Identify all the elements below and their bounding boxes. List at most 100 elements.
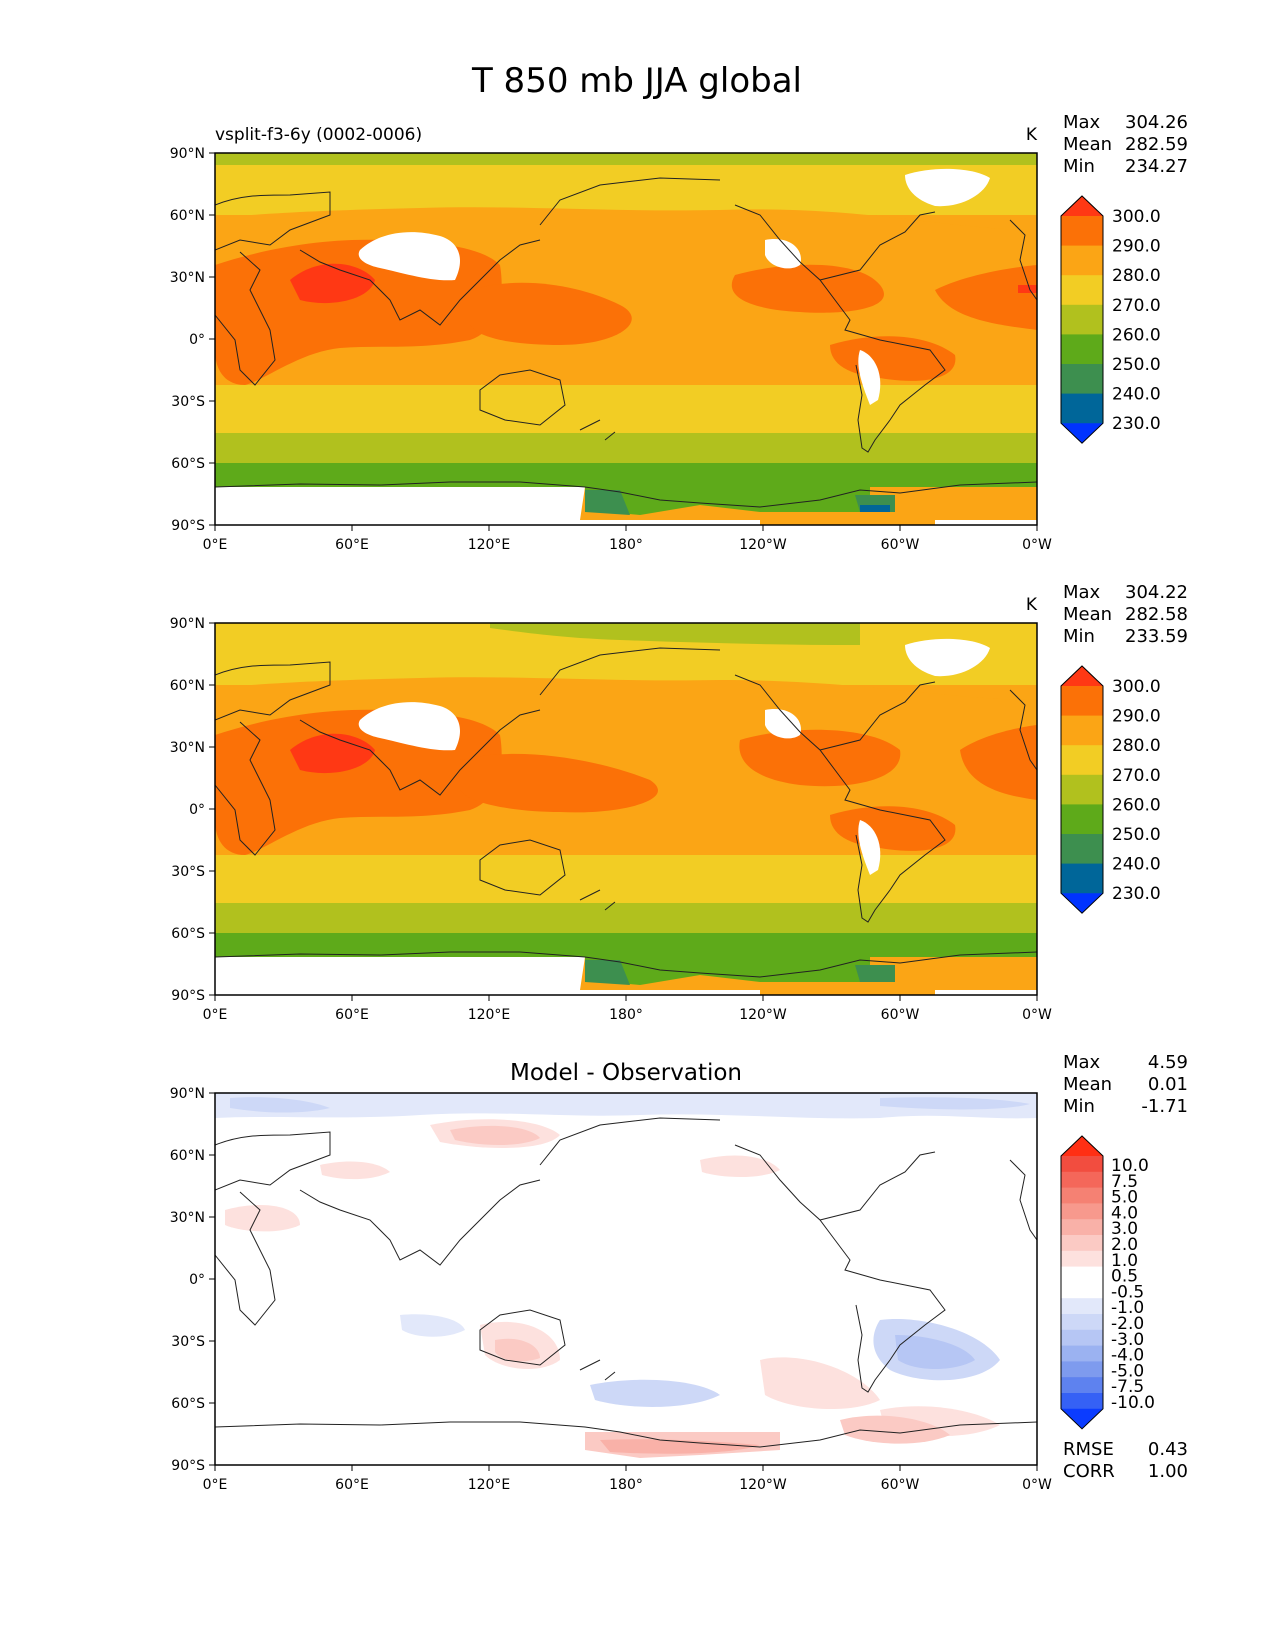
colorbar-extend-top xyxy=(1061,196,1103,216)
lon-tick-label: 0°W xyxy=(1022,1007,1052,1023)
colorbar-segment xyxy=(1061,1219,1103,1236)
colorbar-segment xyxy=(1061,686,1103,717)
no-data-antarctica xyxy=(215,1457,760,1465)
stat-label: Mean xyxy=(1063,604,1112,625)
lat-tick-label: 60°S xyxy=(171,456,205,472)
colorbar-segment xyxy=(1061,1329,1103,1347)
colorbar-label: 290.0 xyxy=(1112,707,1161,727)
colorbar-outline xyxy=(1060,195,1104,444)
stat-label: Max xyxy=(1063,112,1101,133)
colorbar-label: -4.0 xyxy=(1111,1346,1144,1366)
band-southern-ocean xyxy=(215,463,1037,487)
lon-tick-label: 60°W xyxy=(881,537,920,553)
band-sh-subtropics xyxy=(215,855,1037,903)
no-data-antarctica-east xyxy=(935,520,1037,525)
colorbar-label: -7.5 xyxy=(1111,1377,1144,1397)
warm-region-nepac xyxy=(731,264,884,313)
no-data-antarctica-east xyxy=(935,990,1037,995)
lon-tick-label: 180° xyxy=(609,1007,643,1023)
colorbar-segment xyxy=(1061,1171,1103,1189)
colorbar-label: 270.0 xyxy=(1112,766,1161,786)
band-sh-subtropics xyxy=(215,385,1037,433)
lon-tick-label: 120°W xyxy=(739,1007,787,1023)
colorbar: 10.07.55.04.03.02.01.00.5-0.5-1.0-2.0-3.… xyxy=(1060,1135,1155,1430)
colorbar-segment xyxy=(1061,1266,1103,1283)
lon-tick-label: 60°E xyxy=(335,537,369,553)
no-data-rockies xyxy=(765,709,801,739)
metric-value: 1.00 xyxy=(1148,1461,1188,1482)
colorbar-outline xyxy=(1060,1135,1104,1430)
colorbar-segment xyxy=(1061,304,1103,335)
panel-obs-units: K xyxy=(1026,595,1038,615)
colorbar-label: 300.0 xyxy=(1112,207,1161,227)
colorbar-extend-bottom xyxy=(1061,893,1103,914)
colorbar-segment xyxy=(1061,1345,1103,1362)
coastlines xyxy=(215,647,1037,923)
stat-label: Min xyxy=(1063,156,1095,177)
panel-difference: Model - Observation xyxy=(170,1052,1188,1493)
antarctica-dark xyxy=(585,960,630,985)
cool-patch-indian-ocean xyxy=(400,1314,465,1337)
stat-value: 304.22 xyxy=(1125,582,1188,603)
lat-tick-label: 90°S xyxy=(171,1458,205,1474)
panel-diff-title: Model - Observation xyxy=(510,1060,742,1086)
warm-region-natlantic xyxy=(960,725,1037,800)
lat-tick-label: 0° xyxy=(189,802,205,818)
coastlines xyxy=(215,177,1037,453)
lon-tick-label: 180° xyxy=(609,1477,643,1493)
colorbar-segment xyxy=(1061,1156,1103,1173)
stats-block: Max 4.59 Mean 0.01 Min -1.71 xyxy=(1063,1052,1188,1117)
colorbar-segment xyxy=(1061,216,1103,247)
coastlines xyxy=(215,1117,1037,1393)
colorbar-label: 2.0 xyxy=(1111,1235,1138,1255)
latitude-axis: 90°N 60°N 30°N 0° 30°S 60°S 90°S xyxy=(170,1086,215,1474)
no-data-rockies xyxy=(765,239,801,269)
panel-observation: K 90°N6 xyxy=(170,582,1188,1023)
warm-patch-south-pacific xyxy=(760,1357,880,1410)
colorbar-label: 0.5 xyxy=(1111,1267,1138,1287)
colorbar-label: 300.0 xyxy=(1112,677,1161,697)
colorbar-label: 7.5 xyxy=(1111,1172,1138,1192)
colorbar-label: -0.5 xyxy=(1111,1282,1144,1302)
colorbar-label: 240.0 xyxy=(1112,385,1161,405)
warm-region-westpac xyxy=(470,282,632,345)
antarctica-dark-west xyxy=(855,965,895,982)
colorbar-segment xyxy=(1061,804,1103,835)
stat-label: Min xyxy=(1063,626,1095,647)
lon-tick-label: 60°W xyxy=(881,1007,920,1023)
lon-tick-label: 120°E xyxy=(468,1007,511,1023)
antarctica-green xyxy=(585,957,870,985)
colorbar-label: -5.0 xyxy=(1111,1361,1144,1381)
colorbar-label: 4.0 xyxy=(1111,1203,1138,1223)
lon-tick-label: 0°E xyxy=(203,1477,228,1493)
colorbar-segment xyxy=(1061,1377,1103,1394)
lon-tick-label: 60°E xyxy=(335,1477,369,1493)
colorbar-label: 230.0 xyxy=(1112,414,1161,434)
colorbar-label: 280.0 xyxy=(1112,266,1161,286)
colorbar-label: 230.0 xyxy=(1112,884,1161,904)
colorbar-label: 5.0 xyxy=(1111,1188,1138,1208)
colorbar-segment xyxy=(1061,863,1103,894)
no-data-antarctica xyxy=(215,957,760,995)
lat-tick-label: 60°N xyxy=(170,678,205,694)
colorbar-label: -1.0 xyxy=(1111,1298,1144,1318)
metrics-block: RMSE 0.43 CORR 1.00 xyxy=(1063,1439,1188,1482)
colorbar-segment xyxy=(1061,275,1103,306)
lat-tick-label: 30°S xyxy=(171,394,205,410)
band-sh-midlat xyxy=(215,903,1037,933)
colorbar-segment xyxy=(1061,1250,1103,1268)
colorbar-label: 280.0 xyxy=(1112,736,1161,756)
lon-tick-label: 60°W xyxy=(881,1477,920,1493)
colorbar-label: -10.0 xyxy=(1111,1393,1155,1413)
panel-model: vsplit-f3-6y (0002-0006) K xyxy=(170,112,1188,553)
stat-value: 282.59 xyxy=(1125,134,1188,155)
warm-patch-middle-east xyxy=(225,1205,300,1232)
lat-tick-label: 90°N xyxy=(170,616,205,632)
warm-patch-europe xyxy=(320,1161,390,1180)
cool-core-south-atlantic xyxy=(895,1335,975,1369)
hot-region-arabia xyxy=(290,733,375,774)
colorbar: 300.0 290.0 280.0 270.0 260.0 250.0 240.0 230.0 xyxy=(1060,195,1161,444)
lat-tick-label: 90°N xyxy=(170,146,205,162)
stats-block: Max 304.26 Mean 282.59 Min 234.27 xyxy=(1063,112,1188,177)
colorbar-label: 250.0 xyxy=(1112,355,1161,375)
